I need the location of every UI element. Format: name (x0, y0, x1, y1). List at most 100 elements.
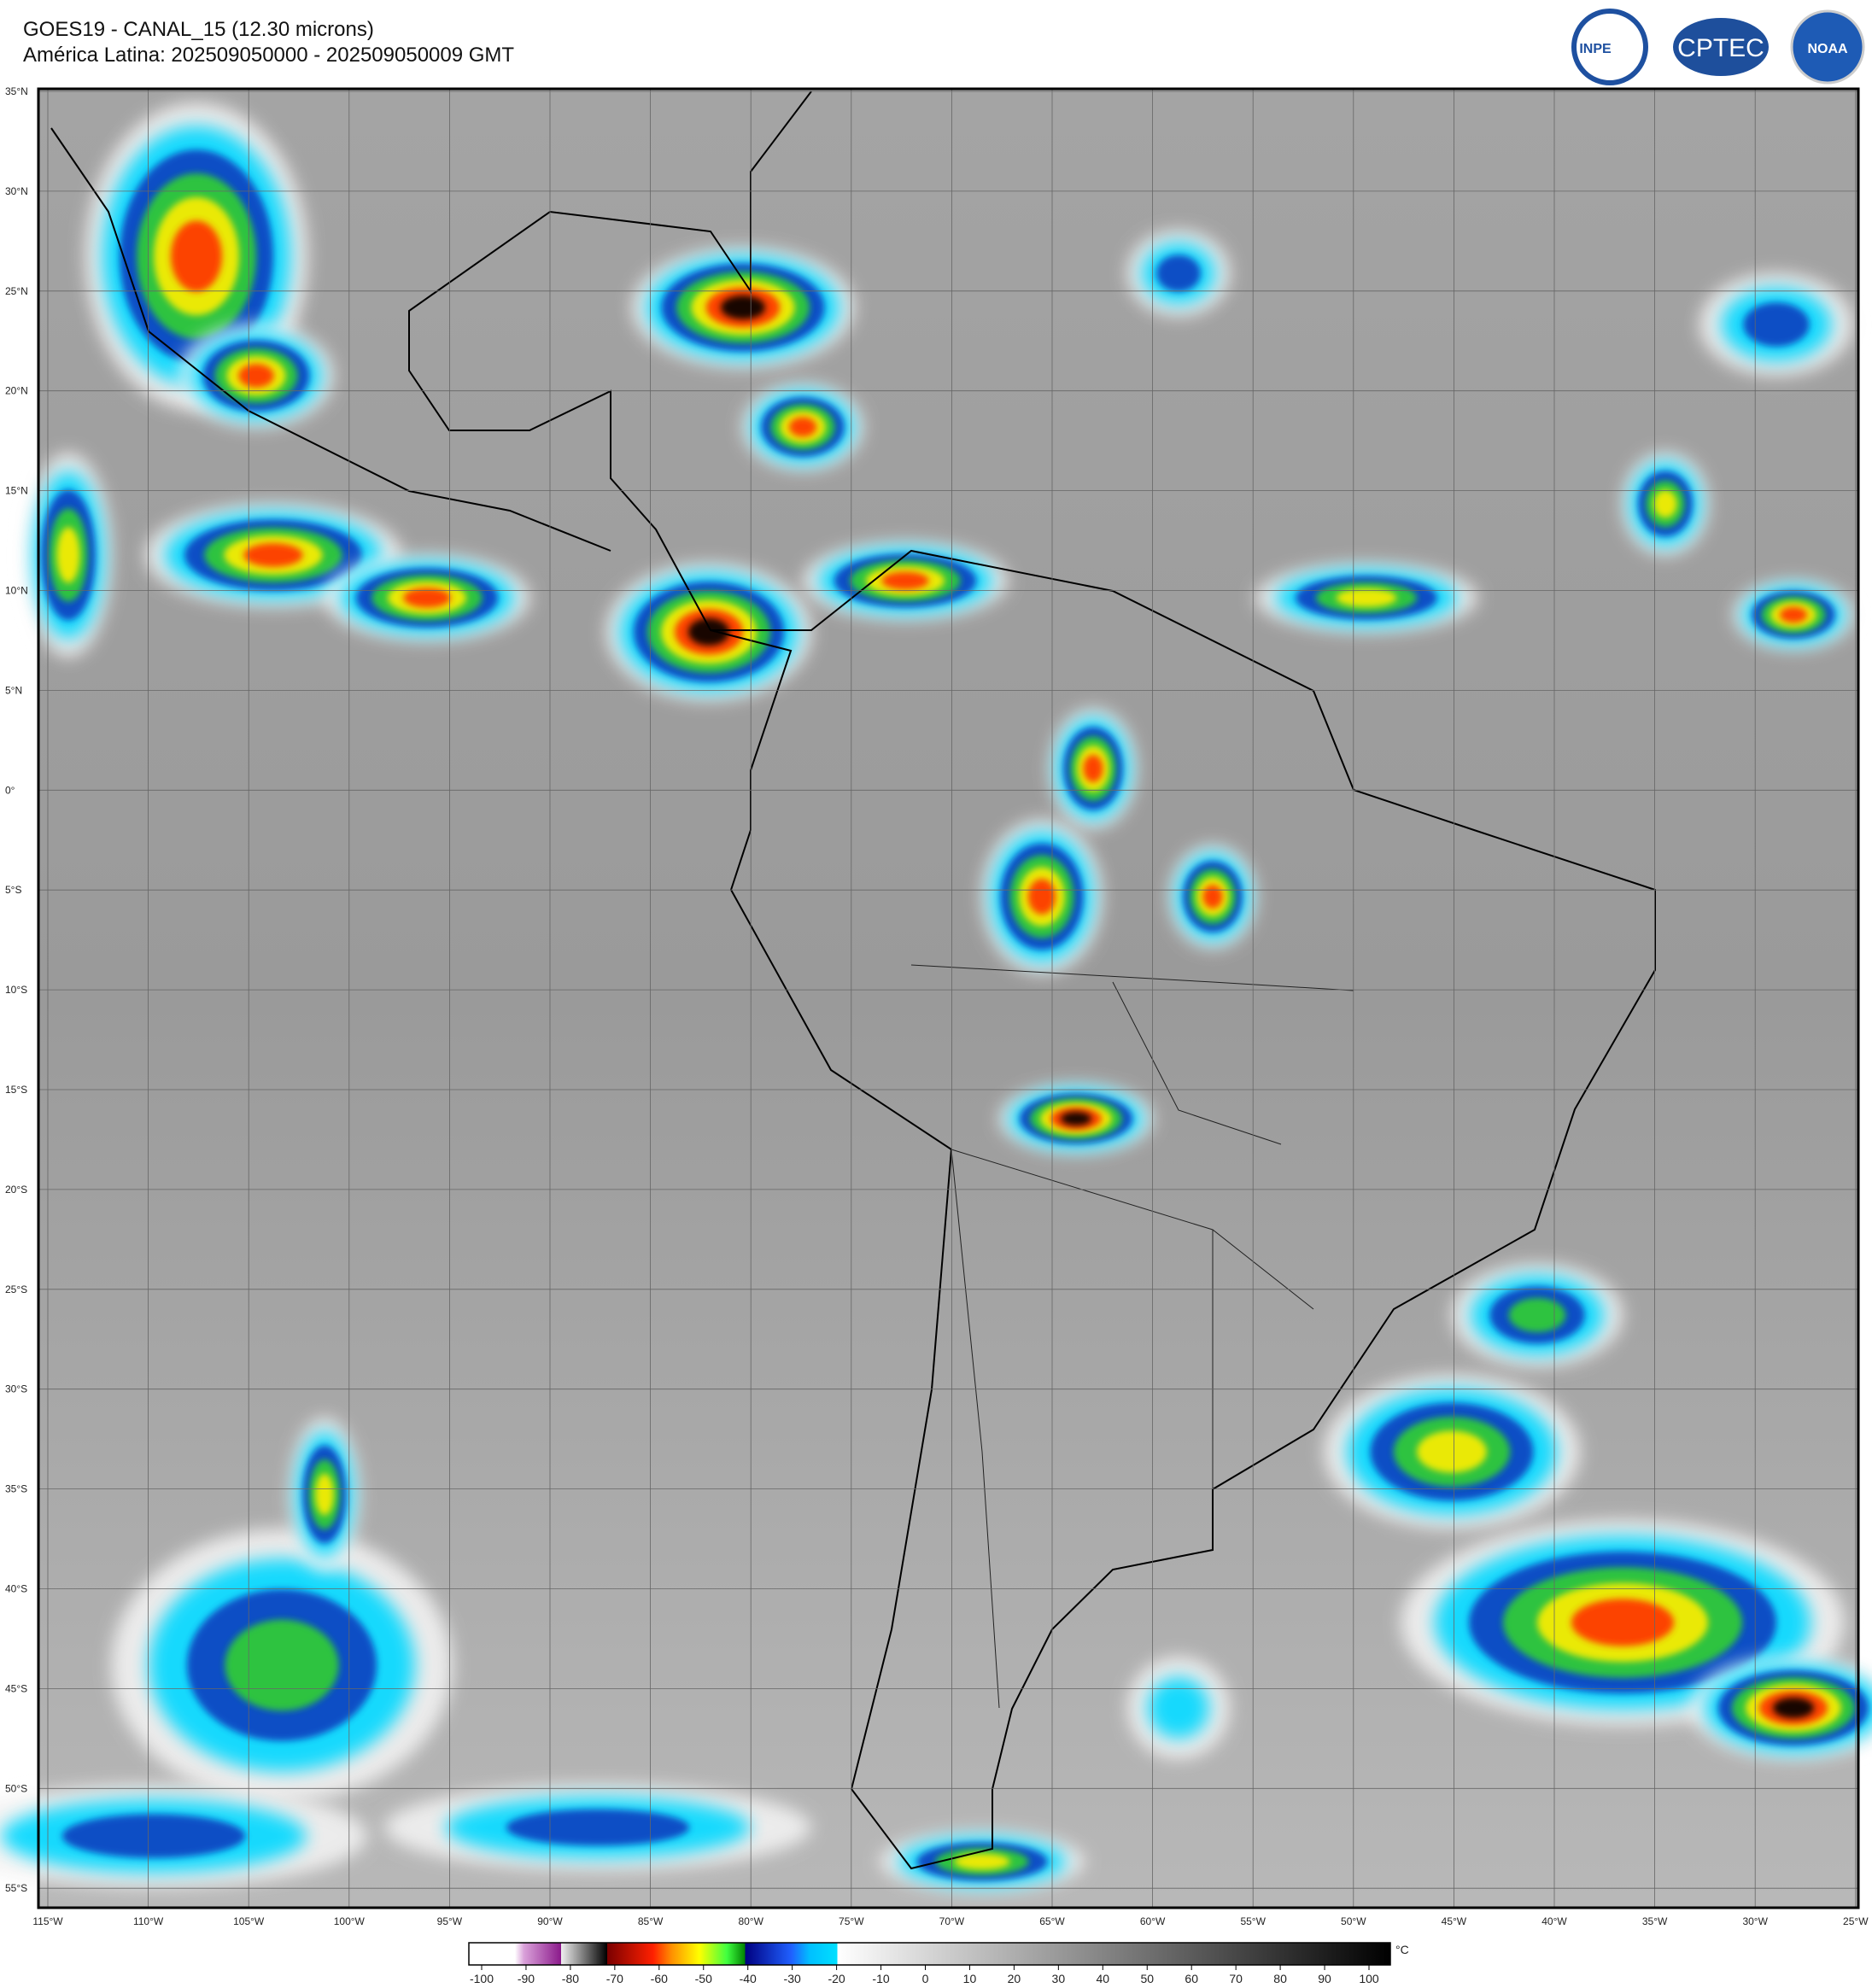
lon-label: 80°W (738, 1915, 763, 1927)
lon-label: 30°W (1742, 1915, 1768, 1927)
colorbar-label: -30 (784, 1972, 801, 1985)
colorbar-label: 70 (1229, 1972, 1243, 1985)
lat-label: 25°S (5, 1283, 27, 1295)
lat-label: 20°N (5, 385, 28, 397)
colorbar-label: 60 (1185, 1972, 1198, 1985)
lon-label: 55°W (1240, 1915, 1266, 1927)
cloud (1417, 1430, 1487, 1473)
colorbar-label: 40 (1097, 1972, 1110, 1985)
cloud (171, 220, 222, 292)
colorbar-label: -80 (562, 1972, 579, 1985)
lon-label: 35°W (1642, 1915, 1668, 1927)
logo-noaa (1790, 9, 1865, 85)
cloud (688, 618, 729, 646)
lat-label: 0° (5, 784, 15, 796)
cloud (1571, 1599, 1674, 1646)
colorbar-label: -40 (740, 1972, 757, 1985)
colorbar-label: 80 (1273, 1972, 1287, 1985)
logo-text: CPTEC (1677, 34, 1764, 62)
cloud (1653, 489, 1677, 518)
cloud (56, 527, 80, 583)
lat-label: 25°N (5, 285, 28, 297)
cloud (1156, 254, 1201, 292)
lon-label: 105°W (233, 1915, 265, 1927)
colorbar-label: -70 (606, 1972, 623, 1985)
lat-label: 10°N (5, 585, 28, 597)
colorbar-label: 30 (1052, 1972, 1066, 1985)
cloud (1743, 302, 1810, 347)
cloud (1061, 1112, 1091, 1126)
graticule: 35°N 30°N 25°N 20°N 15°N 10°N 5°N 0° 5°S 10°S 15°S… (5, 85, 1869, 1927)
logo-inpe (1571, 9, 1648, 85)
cloud (506, 1809, 690, 1846)
colorbar (468, 1942, 1391, 1966)
lon-label: 50°W (1341, 1915, 1366, 1927)
subtitle: América Latina: 202509050000 - 202509050… (23, 44, 514, 67)
cloud (1148, 1677, 1209, 1739)
lon-label: 115°W (32, 1915, 63, 1927)
cloud (403, 588, 451, 608)
lon-label: 45°W (1442, 1915, 1467, 1927)
lon-label: 110°W (133, 1915, 164, 1927)
lon-label: 65°W (1039, 1915, 1065, 1927)
lat-label: 35°N (5, 85, 28, 97)
cloud (1779, 606, 1808, 623)
colorbar-label: -20 (828, 1972, 845, 1985)
colorbar-label: -60 (651, 1972, 668, 1985)
cloud (1336, 588, 1397, 607)
lat-label: 50°S (5, 1782, 27, 1794)
lon-label: 70°W (939, 1915, 965, 1927)
cloud (1083, 754, 1103, 783)
cloud (1202, 885, 1223, 909)
map-border (37, 87, 1860, 1909)
cloud (243, 543, 303, 567)
colorbar-label: 90 (1318, 1972, 1331, 1985)
lon-label: 85°W (638, 1915, 664, 1927)
colorbar-label: 50 (1140, 1972, 1154, 1985)
colorbar-label: -90 (518, 1972, 535, 1985)
cloud (315, 1473, 334, 1516)
lat-label: 30°N (5, 185, 28, 197)
lat-label: 40°S (5, 1583, 27, 1595)
clouds (0, 102, 1872, 1892)
colorbar-unit: °C (1395, 1943, 1409, 1956)
lat-label: 30°S (5, 1383, 27, 1395)
colorbar-label: -10 (872, 1972, 889, 1985)
lat-label: 15°N (5, 485, 28, 497)
cloud (238, 364, 274, 388)
cloud (881, 571, 929, 590)
colorbar-label: 10 (963, 1972, 977, 1985)
lat-label: 15°S (5, 1084, 27, 1096)
lon-label: 25°W (1843, 1915, 1869, 1927)
lon-label: 100°W (334, 1915, 366, 1927)
cloud (721, 295, 765, 319)
lat-label: 5°N (5, 684, 22, 696)
colorbar-label: -50 (695, 1972, 712, 1985)
lon-label: 95°W (437, 1915, 463, 1927)
colorbar-label: -100 (470, 1972, 494, 1985)
cloud (1027, 879, 1056, 915)
cloud (954, 1853, 1010, 1870)
cloud (225, 1619, 339, 1711)
lat-label: 10°S (5, 984, 27, 996)
logos: INPE CPTEC NOAA (1571, 9, 1865, 85)
lon-label: 75°W (839, 1915, 864, 1927)
lon-label: 40°W (1541, 1915, 1567, 1927)
logo-cptec (1673, 18, 1769, 76)
lat-label: 55°S (5, 1882, 27, 1894)
colorbar-label: 100 (1359, 1972, 1379, 1985)
lat-label: 20°S (5, 1184, 27, 1196)
cloud (1508, 1298, 1566, 1332)
cloud (61, 1814, 246, 1858)
lat-label: 35°S (5, 1483, 27, 1495)
cloud (788, 417, 817, 437)
lat-label: 5°S (5, 884, 21, 896)
lon-label: 60°W (1140, 1915, 1166, 1927)
colorbar-label: 20 (1008, 1972, 1021, 1985)
cloud (1773, 1698, 1814, 1718)
title: GOES19 - CANAL_15 (12.30 microns) (23, 18, 374, 41)
lat-label: 45°S (5, 1682, 27, 1694)
lon-label: 90°W (537, 1915, 563, 1927)
